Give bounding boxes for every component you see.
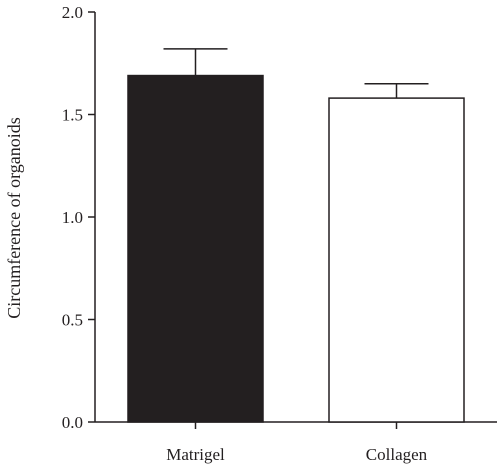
y-tick-label: 0.0 bbox=[62, 413, 83, 432]
x-tick-label: Matrigel bbox=[166, 445, 225, 464]
y-axis-title: Circumference of organoids bbox=[4, 117, 24, 319]
y-tick-label: 0.5 bbox=[62, 311, 83, 330]
bar-matrigel bbox=[127, 74, 264, 423]
bar-collagen bbox=[328, 97, 465, 423]
bars bbox=[127, 74, 465, 423]
y-axis: 0.0 0.5 1.0 1.5 2.0 bbox=[62, 3, 96, 432]
y-tick-label: 2.0 bbox=[62, 3, 83, 22]
y-tick-label: 1.0 bbox=[62, 208, 83, 227]
error-bars bbox=[163, 48, 429, 99]
x-tick-label: Collagen bbox=[366, 445, 428, 464]
x-axis: Matrigel Collagen bbox=[95, 421, 497, 464]
y-tick-label: 1.5 bbox=[62, 106, 83, 125]
